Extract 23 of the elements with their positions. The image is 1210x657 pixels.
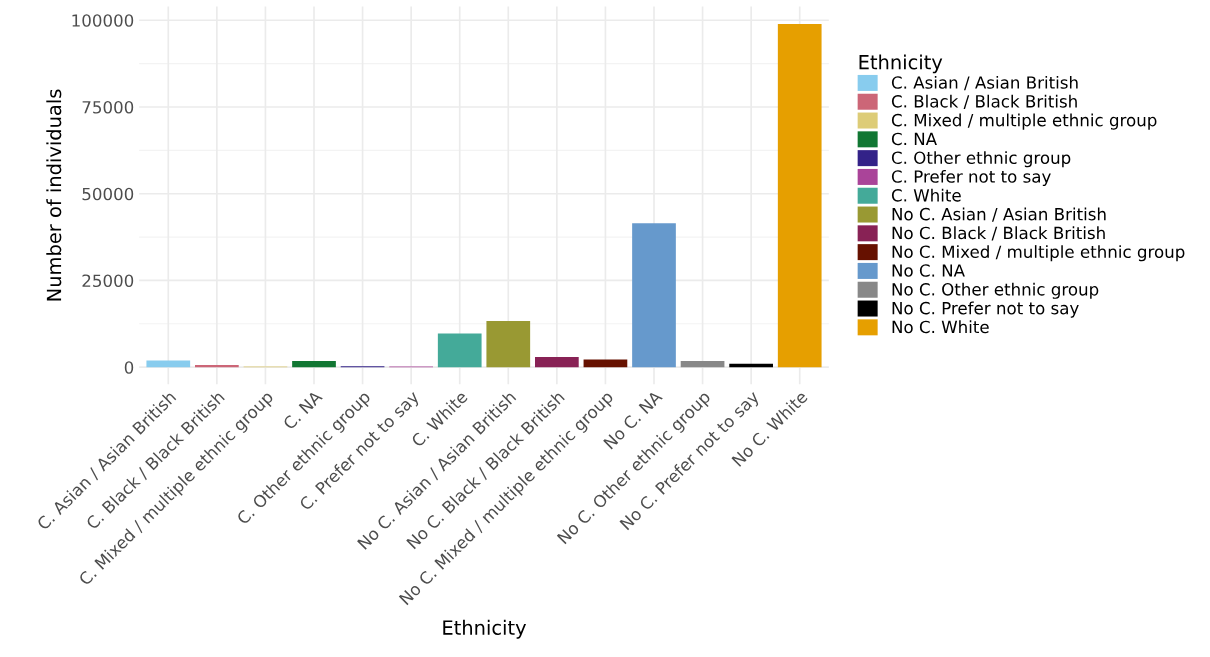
x-axis-title: Ethnicity	[443, 619, 527, 639]
legend-label: C. Other ethnic group	[891, 151, 1071, 168]
legend-label: No C. Asian / Asian British	[892, 207, 1106, 222]
y-tick-label: 25000	[82, 274, 134, 288]
y-tick-label: 75000	[82, 100, 134, 114]
legend-label: No C. Mixed / multiple ethnic group	[892, 245, 1185, 262]
legend-label: C. Asian / Asian British	[891, 75, 1078, 91]
y-tick-label: 0	[124, 361, 134, 374]
y-tick-label: 100000	[72, 14, 134, 27]
legend-label: No C. Other ethnic group	[892, 282, 1099, 299]
legend-label: C. NA	[891, 132, 937, 146]
y-axis-title: Number of individuals	[46, 89, 62, 301]
x-tick-label: C. NA	[282, 389, 324, 431]
legend-label: C. Prefer not to say	[891, 169, 1051, 187]
legend-label: No C. NA	[892, 264, 965, 277]
legend-label: No C. Prefer not to say	[892, 301, 1079, 318]
legend-label: C. Black / Black British	[891, 94, 1077, 109]
legend-label: C. White	[891, 188, 961, 202]
legend-label: No C. White	[892, 320, 989, 334]
y-tick-label: 50000	[82, 187, 134, 201]
legend-label: C. Mixed / multiple ethnic group	[891, 113, 1157, 130]
legend-title: Ethnicity	[859, 54, 943, 74]
legend-label: No C. Black / Black British	[892, 226, 1105, 241]
